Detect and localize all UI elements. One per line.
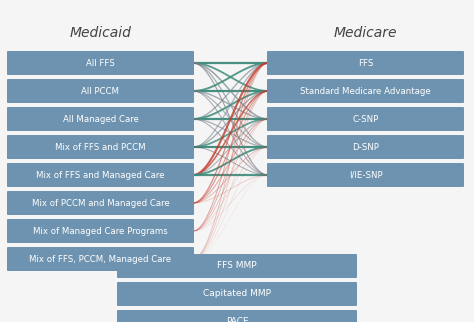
Text: FFS: FFS [358,59,373,68]
Text: Medicare: Medicare [334,26,397,40]
FancyBboxPatch shape [267,107,464,131]
FancyBboxPatch shape [7,107,194,131]
FancyBboxPatch shape [7,247,194,271]
Text: Mix of FFS and Managed Care: Mix of FFS and Managed Care [36,171,165,179]
FancyBboxPatch shape [7,79,194,103]
FancyBboxPatch shape [267,79,464,103]
Text: Mix of Managed Care Programs: Mix of Managed Care Programs [33,226,168,235]
FancyBboxPatch shape [267,135,464,159]
Text: I/IE-SNP: I/IE-SNP [349,171,383,179]
FancyBboxPatch shape [267,51,464,75]
FancyBboxPatch shape [117,254,357,278]
Text: All Managed Care: All Managed Care [63,115,138,124]
Text: Capitated MMP: Capitated MMP [203,289,271,298]
FancyBboxPatch shape [7,191,194,215]
FancyBboxPatch shape [267,163,464,187]
Text: Standard Medicare Advantage: Standard Medicare Advantage [300,87,431,96]
FancyBboxPatch shape [7,135,194,159]
Text: PACE: PACE [226,317,248,322]
Text: Medicaid: Medicaid [70,26,131,40]
Text: Mix of PCCM and Managed Care: Mix of PCCM and Managed Care [32,198,169,207]
FancyBboxPatch shape [117,282,357,306]
FancyBboxPatch shape [7,163,194,187]
FancyBboxPatch shape [117,310,357,322]
Text: Mix of FFS, PCCM, Managed Care: Mix of FFS, PCCM, Managed Care [29,254,172,263]
Text: D-SNP: D-SNP [352,143,379,151]
Text: All PCCM: All PCCM [82,87,119,96]
Text: C-SNP: C-SNP [352,115,379,124]
FancyBboxPatch shape [7,51,194,75]
FancyBboxPatch shape [7,219,194,243]
Text: Mix of FFS and PCCM: Mix of FFS and PCCM [55,143,146,151]
Text: FFS MMP: FFS MMP [217,261,257,270]
Text: All FFS: All FFS [86,59,115,68]
